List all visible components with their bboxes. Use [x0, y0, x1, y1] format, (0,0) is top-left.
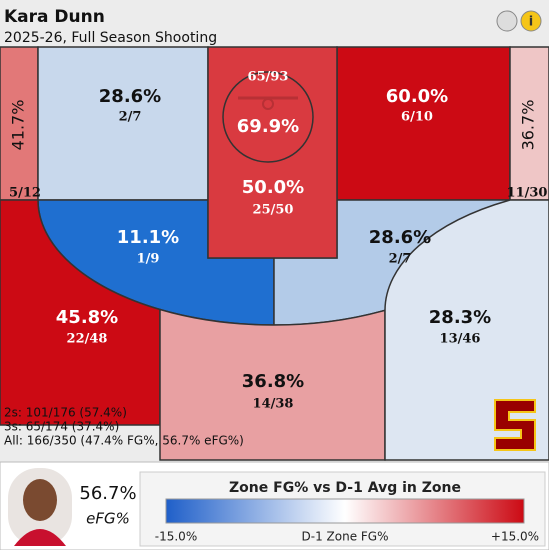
zone-made-attempts: 2/7	[389, 252, 412, 267]
zone-made-attempts: 13/46	[440, 332, 481, 347]
legend-gradient	[165, 498, 525, 524]
zone-pct: 45.8%	[56, 307, 118, 328]
zone-pct: 69.9%	[237, 116, 299, 137]
player-photo	[8, 468, 72, 546]
zone-made-attempts: 11/30	[507, 186, 548, 201]
zone-pct: 36.8%	[242, 371, 304, 392]
zone-pct: 60.0%	[386, 86, 448, 107]
legend-title: Zone FG% vs D-1 Avg in Zone	[229, 480, 461, 496]
zone-made-attempts: 25/50	[253, 203, 294, 218]
toggle-icon[interactable]	[496, 10, 518, 32]
zone-labels: 41.7% 5/12 28.6% 2/7 60.0% 6/10 36.7% 11/30 11.1…	[9, 70, 548, 412]
zone-pct: 28.6%	[99, 86, 161, 107]
zone-right-wing	[384, 199, 549, 461]
summary-2s: 2s: 101/176 (57.4%)	[4, 406, 127, 420]
subtitle: 2025-26, Full Season Shooting	[4, 30, 217, 46]
zone-pct: 28.6%	[369, 227, 431, 248]
zone-made-attempts: 2/7	[119, 110, 142, 125]
legend-low: -15.0%	[155, 530, 197, 544]
zone-pct: 50.0%	[242, 177, 304, 198]
info-icon[interactable]	[520, 10, 542, 32]
efg-value: 56.7%	[79, 483, 136, 504]
zone-made-attempts: 14/38	[253, 397, 294, 412]
zone-made-attempts: 1/9	[137, 252, 160, 267]
efg-label: eFG%	[86, 510, 130, 528]
zone-made-attempts: 6/10	[401, 110, 433, 125]
zone-pct: 11.1%	[117, 227, 179, 248]
legend-mid: D-1 Zone FG%	[302, 530, 389, 544]
court	[0, 46, 549, 461]
zone-made-attempts: 65/93	[248, 70, 289, 85]
zone-restricted	[222, 71, 314, 163]
summary-all: All: 166/350 (47.4% FG%, 56.7% eFG%)	[4, 434, 244, 448]
info-glyph: i	[529, 15, 533, 30]
zone-right-corner	[509, 46, 549, 201]
team-logo	[494, 399, 536, 451]
zone-pct: 28.3%	[429, 307, 491, 328]
summary-3s: 3s: 65/174 (37.4%)	[4, 420, 119, 434]
zone-left-wing	[0, 199, 161, 426]
player-name: Kara Dunn	[4, 7, 105, 27]
zone-pct: 36.7%	[519, 100, 538, 151]
legend-high: +15.0%	[491, 530, 539, 544]
zone-pct: 41.7%	[9, 100, 28, 151]
zone-made-attempts: 5/12	[9, 186, 41, 201]
zone-made-attempts: 22/48	[67, 332, 108, 347]
hoop-rim	[262, 98, 274, 110]
